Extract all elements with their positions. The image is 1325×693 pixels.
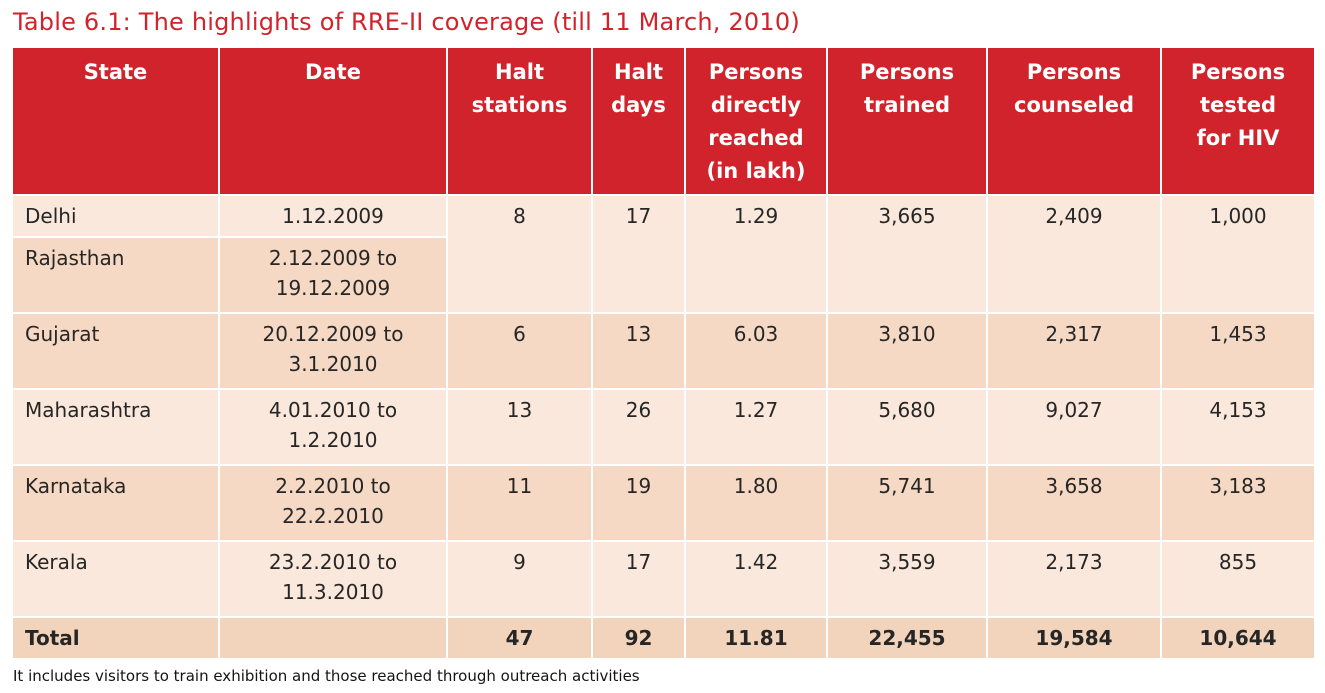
table-row-kerala: Kerala 23.2.2010 to 11.3.2010 9 17 1.42 …	[11, 540, 1316, 618]
cell-state: Maharashtra	[11, 388, 220, 466]
cell-persons-counseled-total: 19,584	[986, 616, 1162, 660]
header-line: (in lakh)	[706, 159, 806, 183]
date-line: 11.3.2010	[282, 580, 384, 604]
cell-state: Delhi	[11, 194, 220, 238]
cell-persons-counseled: 2,317	[986, 312, 1162, 390]
cell-persons-reached: 6.03	[684, 312, 828, 390]
header-line: Persons	[859, 60, 955, 84]
cell-halt-days: 19	[591, 464, 686, 542]
header-line: reached	[708, 126, 804, 150]
header-line: stations	[471, 93, 568, 117]
cell-halt-days: 17	[591, 540, 686, 618]
cell-date: 4.01.2010 to 1.2.2010	[218, 388, 448, 466]
date-line: 23.2.2010 to	[268, 550, 398, 574]
cell-state: Rajasthan	[11, 236, 220, 314]
cell-state: Gujarat	[11, 312, 220, 390]
header-row: State Date Halt stations Halt days Perso…	[11, 46, 1316, 196]
date-line: 2.2.2010 to	[275, 474, 391, 498]
cell-persons-counseled: 9,027	[986, 388, 1162, 466]
column-header-state: State	[11, 46, 220, 196]
table-row-total: Total 47 92 11.81 22,455 19,584 10,644	[11, 616, 1316, 660]
header-line: Date	[305, 60, 361, 84]
column-header-persons-counseled: Persons counseled	[986, 46, 1162, 196]
cell-persons-reached: 1.29	[684, 194, 828, 314]
cell-persons-reached: 1.80	[684, 464, 828, 542]
column-header-halt-stations: Halt stations	[446, 46, 593, 196]
cell-persons-reached: 1.42	[684, 540, 828, 618]
column-header-halt-days: Halt days	[591, 46, 686, 196]
cell-persons-tested: 3,183	[1160, 464, 1316, 542]
cell-persons-trained: 3,559	[826, 540, 988, 618]
cell-persons-counseled: 2,173	[986, 540, 1162, 618]
header-line: tested	[1199, 93, 1277, 117]
cell-persons-counseled: 2,409	[986, 194, 1162, 314]
table-title: Table 6.1: The highlights of RRE-II cove…	[13, 8, 800, 36]
header-line: days	[611, 93, 666, 117]
table-row-maharashtra: Maharashtra 4.01.2010 to 1.2.2010 13 26 …	[11, 388, 1316, 466]
cell-halt-stations: 8	[446, 194, 593, 314]
header-line: State	[83, 60, 148, 84]
cell-halt-stations-total: 47	[446, 616, 593, 660]
header-line: Persons	[1026, 60, 1122, 84]
cell-halt-days: 13	[591, 312, 686, 390]
column-header-persons-tested: Persons tested for HIV	[1160, 46, 1316, 196]
cell-persons-tested: 855	[1160, 540, 1316, 618]
cell-persons-trained-total: 22,455	[826, 616, 988, 660]
cell-persons-tested: 1,000	[1160, 194, 1316, 314]
header-line: directly	[710, 93, 802, 117]
cell-date: 2.2.2010 to 22.2.2010	[218, 464, 448, 542]
table-row-rajasthan: Rajasthan 2.12.2009 to 19.12.2009	[11, 236, 1315, 314]
cell-persons-tested-total: 10,644	[1160, 616, 1316, 660]
cell-persons-tested: 1,453	[1160, 312, 1316, 390]
cell-date: 2.12.2009 to 19.12.2009	[218, 236, 448, 314]
cell-halt-days: 26	[591, 388, 686, 466]
cell-persons-tested: 4,153	[1160, 388, 1316, 466]
cell-halt-stations: 13	[446, 388, 593, 466]
header-line: for HIV	[1196, 126, 1280, 150]
cell-halt-stations: 6	[446, 312, 593, 390]
cell-state-total: Total	[11, 616, 220, 660]
date-line: 19.12.2009	[275, 276, 391, 300]
cell-state: Kerala	[11, 540, 220, 618]
cell-date-empty	[218, 616, 448, 660]
cell-halt-days-total: 92	[591, 616, 686, 660]
table-row-karnataka: Karnataka 2.2.2010 to 22.2.2010 11 19 1.…	[11, 464, 1316, 542]
date-line: 20.12.2009 to	[262, 322, 404, 346]
cell-halt-days: 17	[591, 194, 686, 314]
cell-persons-trained: 3,810	[826, 312, 988, 390]
cell-date: 1.12.2009	[218, 194, 448, 238]
footnote: It includes visitors to train exhibition…	[13, 667, 640, 685]
column-header-persons-trained: Persons trained	[826, 46, 988, 196]
header-line: Persons	[708, 60, 804, 84]
header-line: Persons	[1190, 60, 1286, 84]
cell-state: Karnataka	[11, 464, 220, 542]
header-line: Halt	[614, 60, 663, 84]
date-line: 4.01.2010 to	[268, 398, 398, 422]
cell-halt-stations: 9	[446, 540, 593, 618]
cell-persons-reached-total: 11.81	[684, 616, 828, 660]
date-line: 1.12.2009	[282, 204, 384, 228]
date-line: 22.2.2010	[282, 504, 384, 528]
table-row-delhi: Delhi 1.12.2009 8 17 1.29 3,665 2,409 1,…	[11, 194, 1316, 314]
header-line: counseled	[1014, 93, 1134, 117]
cell-halt-stations: 11	[446, 464, 593, 542]
cell-persons-counseled: 3,658	[986, 464, 1162, 542]
cell-persons-trained: 3,665	[826, 194, 988, 314]
date-line: 3.1.2010	[288, 352, 378, 376]
header-line: Halt	[495, 60, 544, 84]
column-header-date: Date	[218, 46, 448, 196]
date-line: 1.2.2010	[288, 428, 378, 452]
cell-persons-trained: 5,741	[826, 464, 988, 542]
date-line: 2.12.2009 to	[268, 246, 398, 270]
header-line: trained	[864, 93, 950, 117]
cell-date: 23.2.2010 to 11.3.2010	[218, 540, 448, 618]
column-header-persons-reached: Persons directly reached (in lakh)	[684, 46, 828, 196]
cell-persons-trained: 5,680	[826, 388, 988, 466]
table-row-gujarat: Gujarat 20.12.2009 to 3.1.2010 6 13 6.03…	[11, 312, 1316, 390]
cell-persons-reached: 1.27	[684, 388, 828, 466]
rre-coverage-table: State Date Halt stations Halt days Perso…	[11, 46, 1316, 660]
cell-date: 20.12.2009 to 3.1.2010	[218, 312, 448, 390]
